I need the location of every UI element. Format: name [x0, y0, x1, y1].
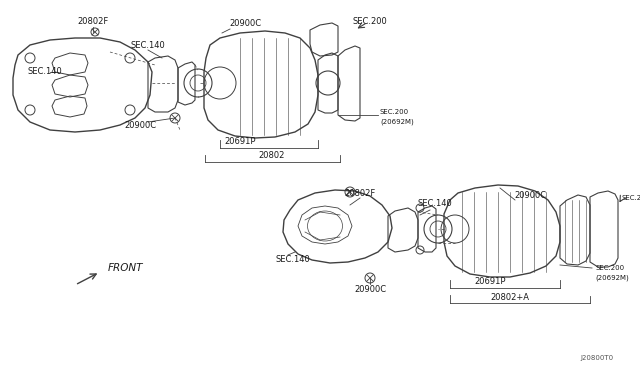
Text: SEC.140: SEC.140 — [131, 41, 165, 49]
Text: SEC.140: SEC.140 — [418, 199, 452, 208]
Text: 20802F: 20802F — [77, 17, 109, 26]
Text: J20800T0: J20800T0 — [580, 355, 613, 361]
Text: (20692M): (20692M) — [380, 119, 413, 125]
Text: 20802+A: 20802+A — [490, 292, 529, 301]
Text: FRONT: FRONT — [108, 263, 143, 273]
Text: SEC.200: SEC.200 — [622, 195, 640, 201]
Text: 20900C: 20900C — [514, 190, 546, 199]
Text: 20900C: 20900C — [354, 285, 386, 295]
Text: 20900C: 20900C — [229, 19, 261, 29]
Text: SEC.140: SEC.140 — [28, 67, 63, 77]
Text: 20691P: 20691P — [474, 278, 506, 286]
Text: SEC.200: SEC.200 — [595, 265, 624, 271]
Text: (20692M): (20692M) — [595, 275, 628, 281]
Text: 20802: 20802 — [259, 151, 285, 160]
Text: SEC.140: SEC.140 — [275, 256, 310, 264]
Text: SEC.200: SEC.200 — [353, 17, 387, 26]
Text: 20802F: 20802F — [344, 189, 376, 198]
Text: SEC.200: SEC.200 — [380, 109, 409, 115]
Text: 20691P: 20691P — [224, 138, 256, 147]
Text: 20900C: 20900C — [124, 121, 156, 129]
